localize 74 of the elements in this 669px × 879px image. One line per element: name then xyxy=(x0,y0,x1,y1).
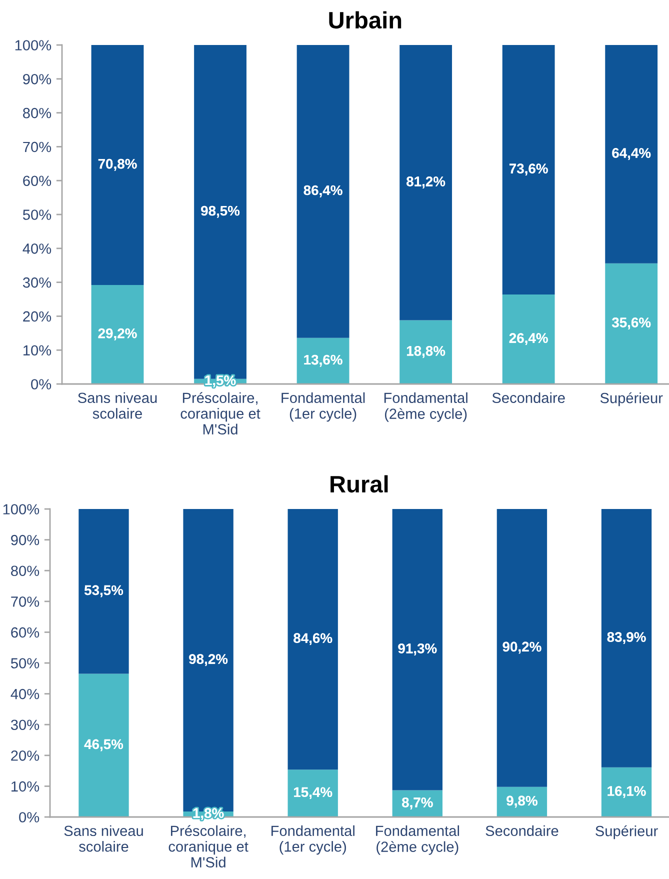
data-label: 90,2% xyxy=(502,642,542,654)
x-tick-label: Préscolaire, coranique et M'Sid xyxy=(168,825,248,868)
y-tick-label: 90% xyxy=(23,74,52,84)
x-tick-label: Supérieur xyxy=(596,825,658,840)
x-tick-label: Sans niveau scolaire xyxy=(78,392,157,419)
data-label: 70,8% xyxy=(98,158,137,171)
data-label: 35,6% xyxy=(612,318,651,330)
y-tick-label: 50% xyxy=(10,658,40,668)
bar xyxy=(91,45,144,286)
data-label: 26,4% xyxy=(509,333,548,345)
data-label: 64,4% xyxy=(612,148,651,160)
chart-title: Rural xyxy=(330,475,388,493)
bar xyxy=(91,285,144,384)
y-tick-label: 80% xyxy=(11,566,40,576)
data-label: 53,5% xyxy=(84,585,124,598)
y-tick-label: 40% xyxy=(22,244,52,254)
bar xyxy=(605,263,658,384)
data-label: 83,9% xyxy=(607,632,646,644)
y-tick-label: 40% xyxy=(10,688,40,700)
data-label: 86,4% xyxy=(304,185,342,198)
bar xyxy=(78,509,129,674)
data-label: 18,8% xyxy=(406,346,446,358)
y-tick-label: 80% xyxy=(23,108,52,118)
y-tick-label: 70% xyxy=(11,596,40,607)
x-tick-label: Supérieur xyxy=(600,392,663,406)
y-tick-label: 20% xyxy=(23,311,52,322)
bar xyxy=(78,674,129,817)
data-label: 1,5% xyxy=(205,375,236,388)
data-label: 98,2% xyxy=(189,654,228,666)
bar xyxy=(400,45,452,320)
data-label: 8,7% xyxy=(402,797,433,810)
bar xyxy=(605,45,658,264)
y-tick-label: 100% xyxy=(15,40,52,50)
data-label: 91,3% xyxy=(398,643,437,656)
bar xyxy=(296,45,350,338)
x-tick-label: Fondamental (1er cycle) xyxy=(282,392,365,422)
bar xyxy=(601,509,652,768)
bar xyxy=(502,45,555,295)
data-label: 13,6% xyxy=(304,354,342,367)
data-label: 1,8% xyxy=(193,808,224,820)
x-tick-label: Préscolaire, coranique et M'Sid xyxy=(180,392,260,434)
data-label: 9,8% xyxy=(506,796,538,808)
y-tick-label: 10% xyxy=(24,345,52,356)
y-tick-label: 30% xyxy=(22,277,52,288)
bar xyxy=(502,294,555,384)
data-label: 29,2% xyxy=(98,328,137,340)
x-tick-label: Fondamental (2ème cycle) xyxy=(384,392,468,422)
x-tick-label: Sans niveau scolaire xyxy=(64,825,143,852)
bar xyxy=(496,509,548,787)
chart-title: Urbain xyxy=(329,11,402,29)
y-tick-label: 20% xyxy=(11,750,40,761)
data-label: 16,1% xyxy=(608,786,646,798)
data-label: 46,5% xyxy=(84,739,124,752)
data-label: 84,6% xyxy=(294,633,332,646)
data-label: 81,2% xyxy=(406,176,446,188)
y-tick-label: 10% xyxy=(12,781,40,792)
y-tick-label: 30% xyxy=(10,720,40,730)
data-label: 98,5% xyxy=(201,206,240,218)
y-tick-label: 0% xyxy=(31,379,52,390)
y-tick-label: 100% xyxy=(3,504,40,514)
y-tick-label: 50% xyxy=(22,210,52,220)
x-tick-label: Fondamental (2ème cycle) xyxy=(376,825,459,855)
y-tick-label: 60% xyxy=(11,627,40,638)
y-tick-label: 70% xyxy=(23,142,52,152)
x-tick-label: Fondamental (1er cycle) xyxy=(271,825,354,855)
x-tick-label: Secondaire xyxy=(492,392,565,404)
bar xyxy=(288,509,338,770)
y-tick-label: 0% xyxy=(19,812,40,822)
x-tick-label: Secondaire xyxy=(486,825,558,836)
y-tick-label: 90% xyxy=(11,534,40,546)
data-label: 15,4% xyxy=(294,787,332,800)
data-label: 73,6% xyxy=(509,164,548,176)
bar xyxy=(392,509,442,790)
y-tick-label: 60% xyxy=(23,176,52,186)
